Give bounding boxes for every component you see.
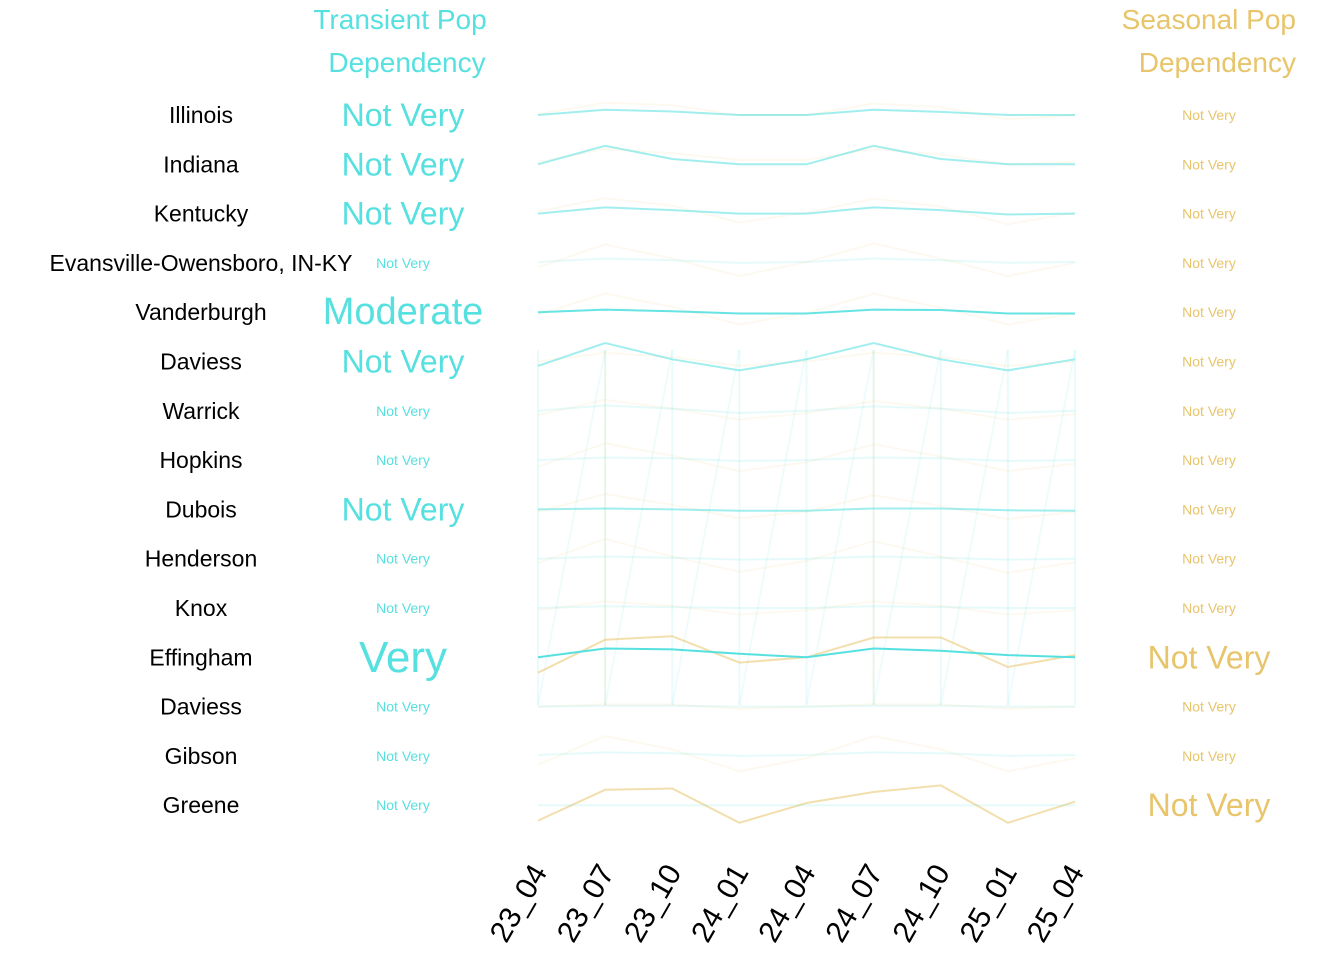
seasonal-line-7	[537, 442, 1076, 473]
transient-line-7	[537, 456, 1076, 463]
transient-dependency-label-6: Not Very	[376, 403, 430, 419]
region-label-4: Vanderburgh	[135, 299, 266, 325]
seasonal-dependency-label-8: Not Very	[1182, 501, 1236, 517]
seasonal-line-2	[537, 197, 1076, 226]
transient-line-1	[537, 144, 1075, 166]
connector-diagonal-1	[604, 349, 674, 706]
transient-line-13	[537, 751, 1076, 757]
region-label-7: Hopkins	[159, 447, 242, 473]
transient-line-11	[537, 647, 1076, 659]
transient-dependency-label-1: Not Very	[342, 146, 465, 182]
region-label-8: Dubois	[165, 496, 237, 522]
connector-diagonal-6	[939, 349, 1009, 706]
seasonal-header-line-2: Dependency	[1139, 47, 1296, 78]
region-label-14: Greene	[163, 792, 240, 818]
region-label-2: Kentucky	[154, 201, 249, 227]
transient-dependency-label-12: Not Very	[376, 699, 430, 715]
x-tick-label-6: 24_10	[887, 859, 957, 948]
x-axis-tick-labels: 23_0423_0723_1024_0124_0424_0724_1025_01…	[484, 859, 1091, 948]
seasonal-header-line-1: Seasonal Pop	[1122, 4, 1296, 35]
transient-line-10	[537, 605, 1075, 609]
seasonal-line-1	[537, 147, 1076, 166]
seasonal-line-12	[537, 703, 1076, 710]
region-label-11: Effingham	[149, 644, 252, 670]
transient-line-3	[537, 257, 1076, 264]
region-label-0: Illinois	[169, 102, 233, 128]
transient-line-0	[537, 108, 1075, 116]
seasonal-line-13	[537, 735, 1076, 773]
region-label-6: Warrick	[162, 398, 240, 424]
connector-diagonal-2	[671, 349, 741, 706]
transient-line-4	[537, 308, 1075, 315]
row-labels: Illinois Not Very Not Very Indiana Not Very N…	[50, 97, 1271, 823]
connector-diagonal-7	[1006, 349, 1076, 706]
seasonal-dependency-label-10: Not Very	[1182, 600, 1236, 616]
transient-line-6	[537, 404, 1076, 415]
column-headers: Transient Pop Dependency Seasonal Pop De…	[313, 4, 1296, 78]
seasonal-dependency-label-14: Not Very	[1148, 787, 1271, 823]
seasonal-line-9	[537, 537, 1076, 574]
seasonal-dependency-label-2: Not Very	[1182, 206, 1236, 222]
seasonal-dependency-label-4: Not Very	[1182, 304, 1236, 320]
seasonal-dependency-label-1: Not Very	[1182, 156, 1236, 172]
transient-dependency-label-8: Not Very	[342, 491, 465, 527]
transient-dependency-label-13: Not Very	[376, 748, 430, 764]
transient-dependency-label-7: Not Very	[376, 452, 430, 468]
transient-dependency-label-5: Not Very	[342, 344, 465, 380]
transient-line-8	[537, 507, 1076, 512]
region-label-5: Daviess	[160, 349, 242, 375]
seasonal-dependency-label-0: Not Very	[1182, 107, 1236, 123]
region-label-12: Daviess	[160, 694, 242, 720]
series-lines	[537, 101, 1076, 824]
transient-dependency-label-3: Not Very	[376, 255, 430, 271]
x-tick-label-0: 23_04	[484, 859, 554, 948]
x-tick-label-8: 25_04	[1021, 859, 1091, 948]
transient-header-line-1: Transient Pop	[313, 4, 486, 35]
connector-diagonal-3	[738, 349, 808, 706]
x-tick-label-5: 24_07	[819, 859, 889, 948]
transient-dependency-label-10: Not Very	[376, 600, 430, 616]
transient-line-12	[537, 704, 1075, 708]
seasonal-line-6	[537, 398, 1076, 421]
connector-diagonal-5	[872, 349, 942, 706]
seasonal-line-10	[537, 600, 1076, 616]
transient-line-2	[537, 206, 1076, 216]
transient-line-9	[537, 555, 1076, 561]
seasonal-dependency-label-13: Not Very	[1182, 748, 1236, 764]
transient-dependency-label-9: Not Very	[376, 551, 430, 567]
seasonal-dependency-label-7: Not Very	[1182, 452, 1236, 468]
region-label-10: Knox	[175, 595, 228, 621]
connector-diagonal-0	[537, 349, 607, 706]
transient-dependency-label-14: Not Very	[376, 797, 430, 813]
seasonal-dependency-label-11: Not Very	[1148, 639, 1271, 675]
seasonal-line-14	[537, 784, 1076, 824]
transient-dependency-label-2: Not Very	[342, 196, 465, 232]
connector-diagonal-4	[805, 349, 875, 706]
region-label-3: Evansville-Owensboro, IN-KY	[50, 250, 353, 276]
region-label-1: Indiana	[163, 151, 239, 177]
seasonal-dependency-label-6: Not Very	[1182, 403, 1236, 419]
vertical-connector-lines	[537, 349, 1076, 706]
seasonal-dependency-label-12: Not Very	[1182, 699, 1236, 715]
transient-line-5	[537, 341, 1076, 372]
seasonal-line-3	[537, 242, 1076, 278]
seasonal-dependency-label-9: Not Very	[1182, 551, 1236, 567]
transient-header-line-2: Dependency	[328, 47, 485, 78]
region-label-13: Gibson	[165, 743, 238, 769]
region-label-9: Henderson	[145, 546, 258, 572]
seasonal-dependency-label-3: Not Very	[1182, 255, 1236, 271]
x-tick-label-2: 23_10	[618, 859, 688, 948]
x-tick-label-4: 24_04	[752, 859, 822, 948]
x-tick-label-3: 24_01	[685, 859, 755, 948]
seasonal-dependency-label-5: Not Very	[1182, 354, 1236, 370]
x-tick-label-1: 23_07	[551, 859, 621, 948]
transient-dependency-label-4: Moderate	[323, 291, 484, 333]
seasonal-line-5	[537, 351, 1076, 367]
x-tick-label-7: 25_01	[954, 859, 1024, 948]
transient-dependency-label-0: Not Very	[342, 97, 465, 133]
transient-dependency-label-11: Very	[359, 633, 447, 682]
